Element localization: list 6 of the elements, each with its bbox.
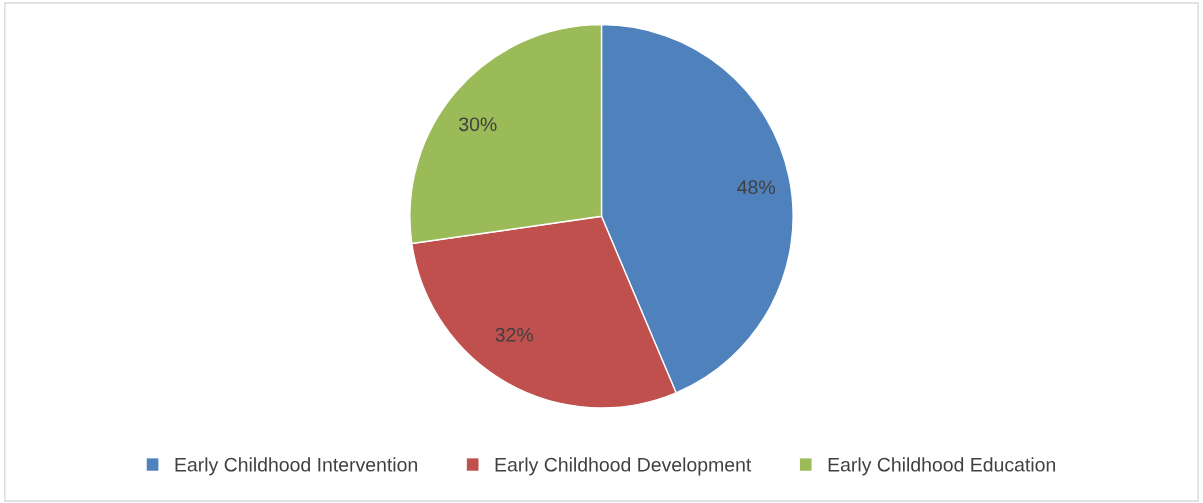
legend-label: Early Childhood Development — [495, 457, 752, 476]
data-label: 48% — [737, 180, 775, 195]
legend-label: Early Childhood Intervention — [175, 457, 417, 476]
legend-label: Early Childhood Education — [828, 457, 1056, 476]
data-label: 30% — [459, 117, 497, 132]
data-label: 32% — [495, 327, 533, 342]
